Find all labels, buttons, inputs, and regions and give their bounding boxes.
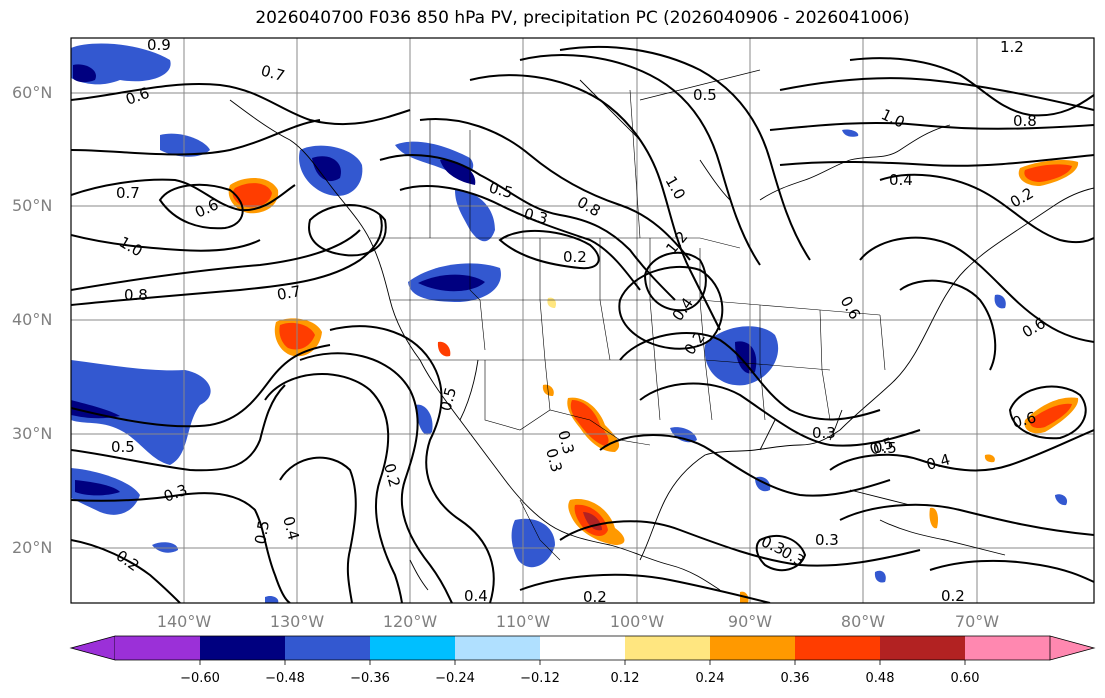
- lon-label: 80°W: [841, 612, 885, 631]
- contour-label: 0.2: [583, 588, 607, 606]
- contour-label: 0.3: [522, 204, 550, 228]
- graticule: [71, 38, 1094, 603]
- contour-label: 0.2: [941, 587, 965, 605]
- contour-label: 0.7: [116, 184, 140, 202]
- contour-label: 0.2: [563, 248, 587, 266]
- colorbar-segment: [200, 636, 285, 660]
- colorbar-segment: [625, 636, 710, 660]
- latitude-labels: 60°N 50°N 40°N 30°N 20°N: [12, 83, 52, 557]
- contour-label: 0.7: [259, 61, 287, 85]
- colorbar-segment: [965, 636, 1050, 660]
- contour-label: 0.9: [147, 36, 171, 54]
- contour-label: 0.3: [554, 428, 578, 456]
- lat-label: 20°N: [12, 538, 52, 557]
- colorbar: −0.60 −0.48 −0.36 −0.24 −0.12 0.12 0.24 …: [69, 635, 1096, 686]
- lon-label: 100°W: [610, 612, 665, 631]
- pv-contours: [71, 45, 1094, 603]
- contour-label: 0.4: [924, 450, 952, 474]
- chart-title: 2026040700 F036 850 hPa PV, precipitatio…: [255, 8, 910, 28]
- colorbar-tick: 0.36: [781, 671, 810, 686]
- contour-label: 0.2: [380, 461, 404, 489]
- contour-label: 0.8: [124, 286, 148, 304]
- colorbar-tick: −0.12: [520, 671, 560, 686]
- contour-label: 0.3: [812, 424, 836, 442]
- contour-label: 0.8: [1013, 112, 1037, 130]
- lat-label: 60°N: [12, 83, 52, 102]
- contour-label: 0.6: [1010, 408, 1038, 432]
- colorbar-extend-right: [1049, 635, 1096, 661]
- map-frame: [70, 37, 1095, 604]
- lon-label: 70°W: [955, 612, 999, 631]
- precip-negative-areas: [71, 43, 1068, 603]
- colorbar-segment: [540, 636, 625, 660]
- colorbar-segment: [455, 636, 540, 660]
- contour-label: 0.4: [889, 171, 913, 189]
- contour-label: 0.7: [276, 282, 303, 304]
- lon-label: 110°W: [496, 612, 551, 631]
- colorbar-segment: [370, 636, 455, 660]
- precip-positive-areas: [228, 160, 1079, 603]
- contour-label: 0.3: [542, 446, 566, 474]
- colorbar-segment: [795, 636, 880, 660]
- colorbar-tick: −0.48: [265, 671, 305, 686]
- colorbar-tick: 0.24: [696, 671, 725, 686]
- colorbar-extend-left: [69, 635, 116, 661]
- coastlines: [229, 69, 1094, 591]
- lon-label: 140°W: [157, 612, 212, 631]
- colorbar-segment: [710, 636, 795, 660]
- lon-label: 130°W: [270, 612, 325, 631]
- lon-label: 120°W: [383, 612, 438, 631]
- colorbar-segment: [285, 636, 370, 660]
- colorbar-tick: 0.48: [866, 671, 895, 686]
- contour-label: 1.2: [1000, 38, 1024, 56]
- colorbar-tick: −0.60: [180, 671, 220, 686]
- contour-label: 0.4: [464, 587, 488, 605]
- contour-label: 0.5: [251, 519, 273, 546]
- contour-label: 0.5: [693, 86, 717, 104]
- contour-labels: 0.9 0.7 0.6 0.7 0.6 1.0 0.8 0.7 0.5 0.3 …: [111, 36, 1049, 606]
- contour-label: 0.4: [279, 514, 303, 542]
- contour-label: 0.5: [436, 385, 460, 413]
- contour-label: 0.5: [111, 438, 135, 456]
- lon-label: 90°W: [728, 612, 772, 631]
- colorbar-tick: −0.36: [350, 671, 390, 686]
- colorbar-tick: 0.60: [951, 671, 980, 686]
- colorbar-tick: 0.12: [611, 671, 640, 686]
- longitude-labels: 140°W 130°W 120°W 110°W 100°W 90°W 80°W …: [157, 612, 999, 631]
- lat-label: 30°N: [12, 424, 52, 443]
- colorbar-segment: [880, 636, 965, 660]
- colorbar-segment: [115, 636, 200, 660]
- colorbar-tick: −0.24: [435, 671, 475, 686]
- lat-label: 40°N: [12, 310, 52, 329]
- contour-label: 0.5: [487, 178, 515, 202]
- lat-label: 50°N: [12, 196, 52, 215]
- contour-label: 0.5: [873, 439, 897, 457]
- borders: [370, 89, 886, 561]
- contour-label: 0.3: [815, 531, 839, 549]
